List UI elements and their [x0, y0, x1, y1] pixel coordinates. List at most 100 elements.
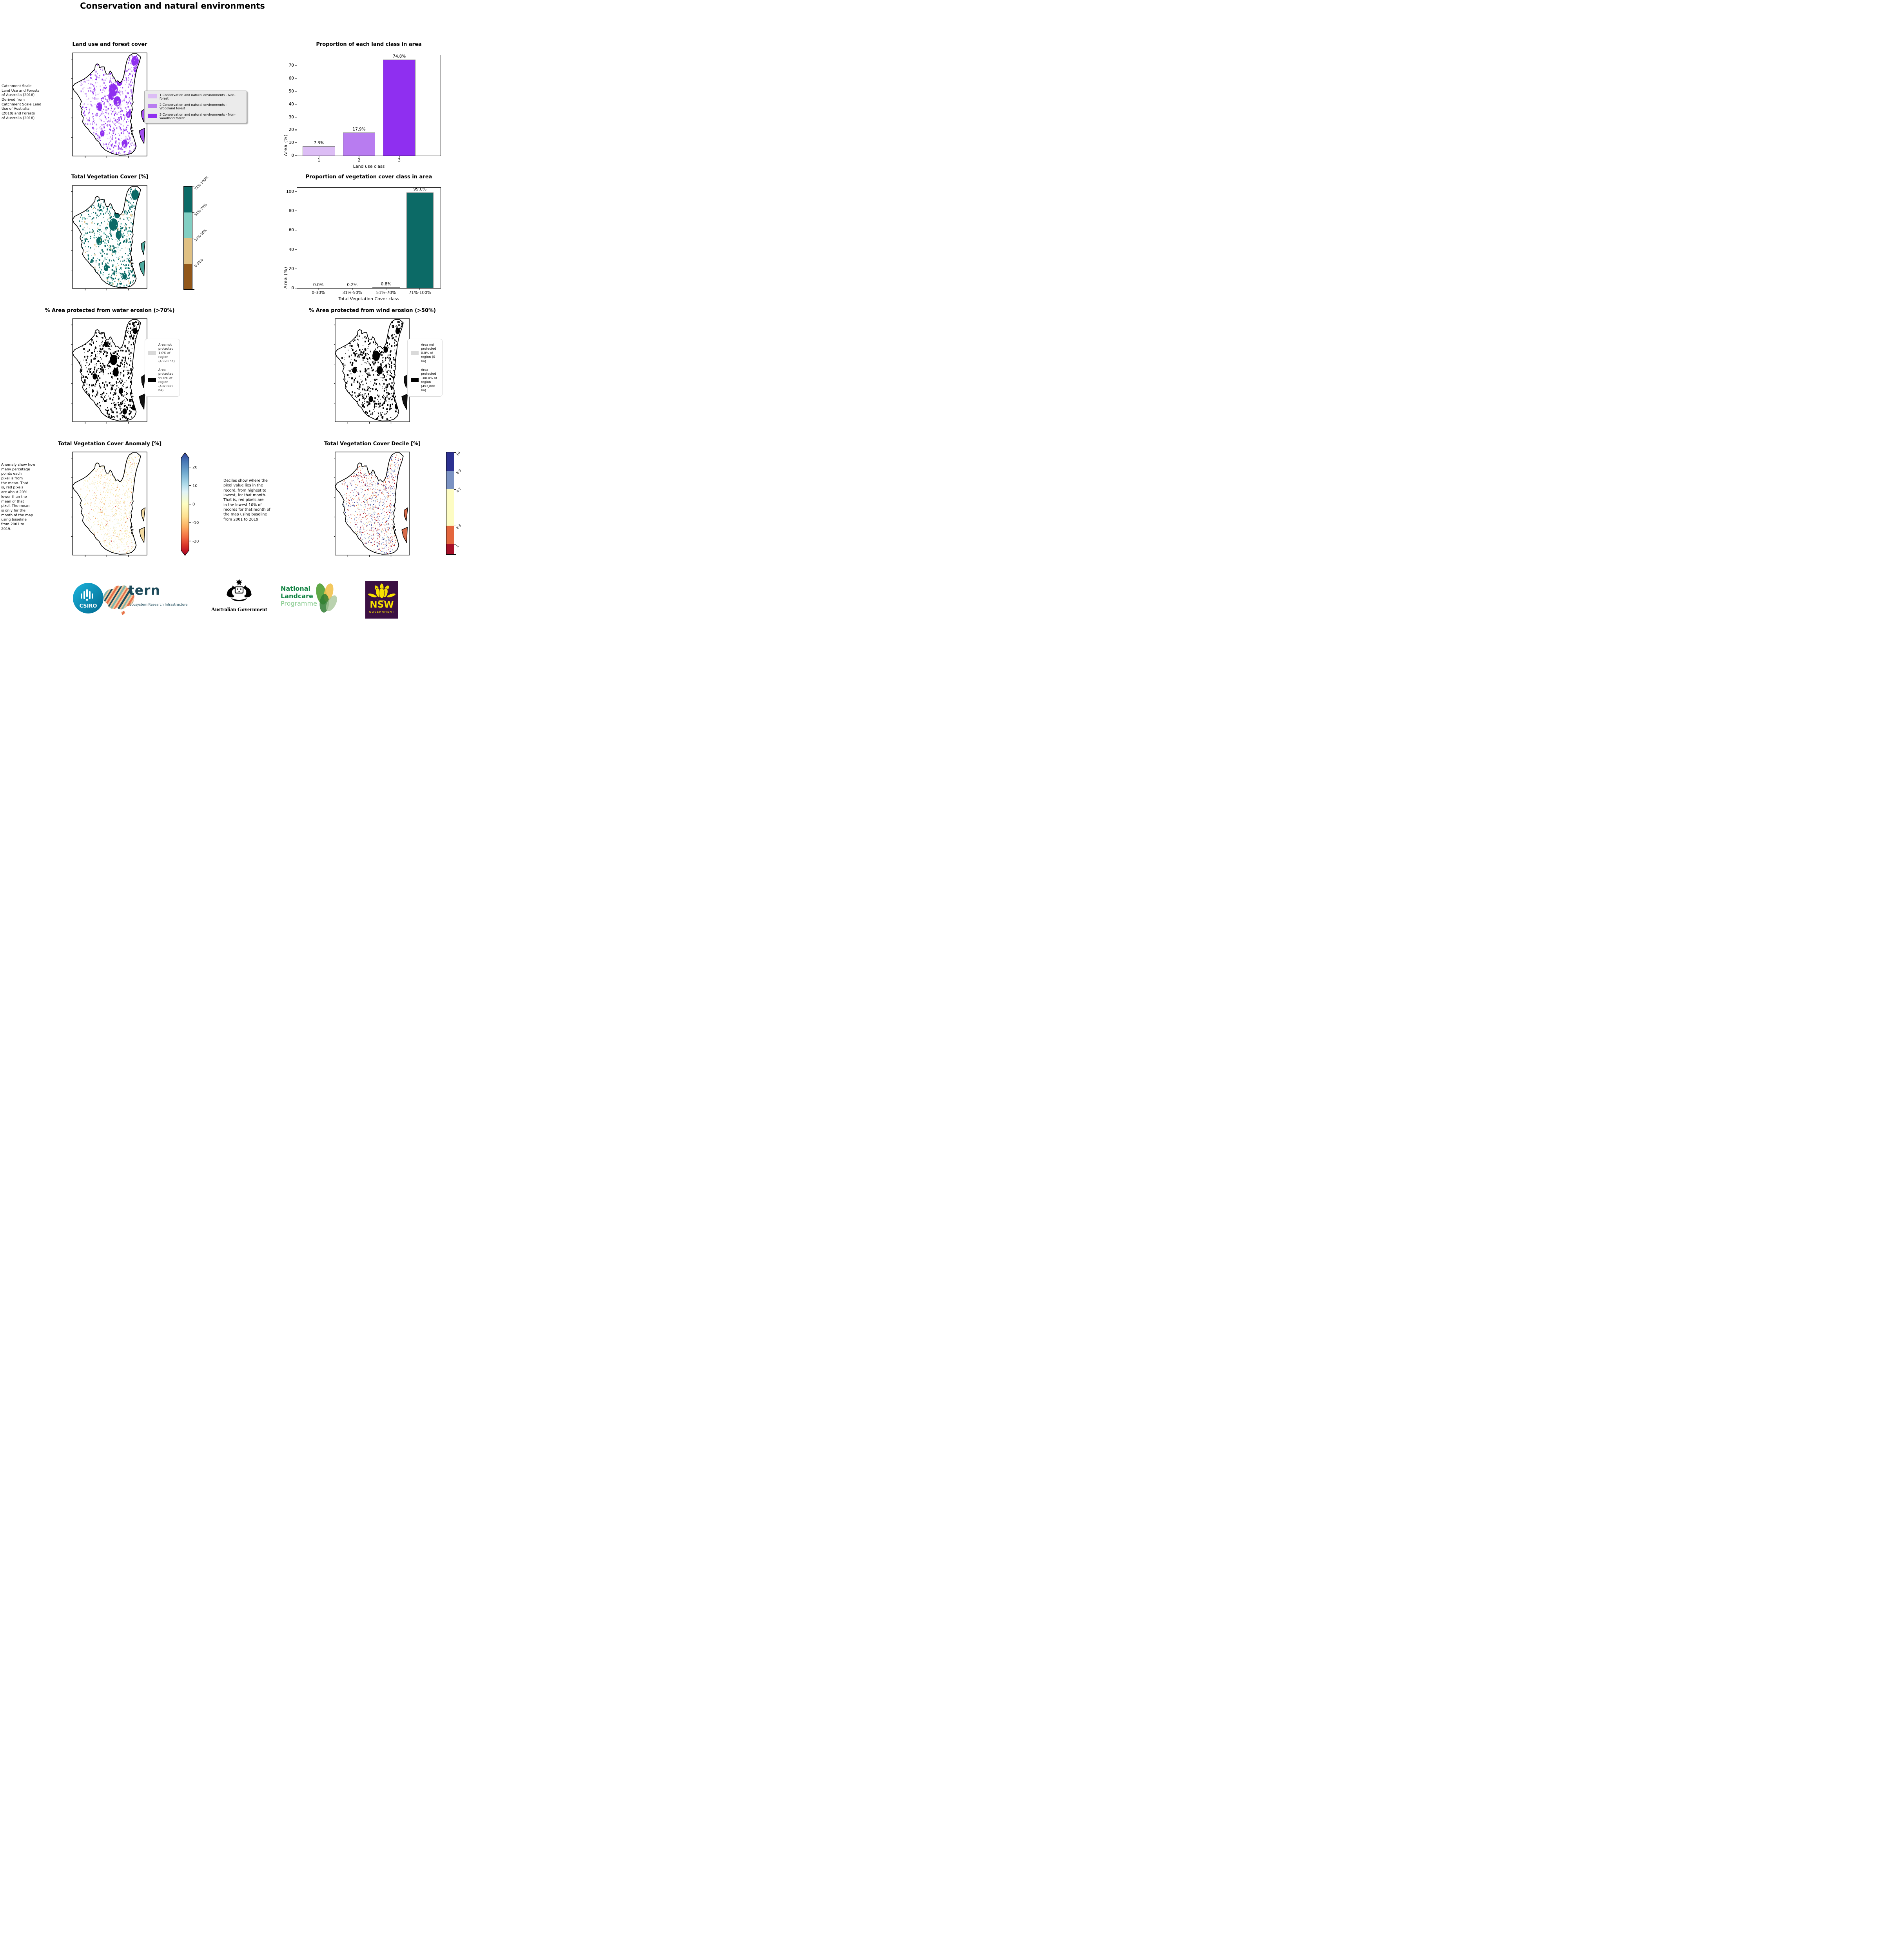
- bar-71%-100%: [406, 192, 434, 288]
- colorbar-label: 10: [455, 451, 462, 457]
- bar-value-label: 74.8%: [392, 54, 406, 59]
- tern-tagline: Ecosystem Research Infrastructure: [129, 603, 188, 607]
- map-title-anomaly: Total Vegetation Cover Anomaly [%]: [58, 441, 162, 447]
- colorbar-segment: [446, 452, 454, 471]
- veg-class-bar-chart: 0 20 40 60 80 100 0.0% 0-30% 0.2% 31%-50% 0.8% 51%-…: [286, 187, 441, 295]
- csiro-soundwave-icon: [81, 589, 93, 601]
- y-tick-label: 20: [288, 127, 294, 132]
- legend-label: 1 Conservation and natural environments …: [160, 93, 236, 101]
- legend-label: 3 Conservation and natural environments …: [160, 113, 236, 120]
- legend-swatch: [411, 351, 419, 355]
- colorbar-label: 31%-50%: [194, 228, 208, 243]
- legend-swatch: [148, 351, 156, 355]
- chart1-x-axis-label: Land use class: [353, 164, 385, 169]
- colorbar-label: 4-7: [455, 487, 463, 494]
- landcare-line-3: Programme: [281, 600, 317, 608]
- legend-item: Area protected 99.0% of region (487,080 …: [148, 368, 176, 392]
- bar-value-label: 99.0%: [413, 187, 426, 192]
- x-tick-label: 0-30%: [312, 290, 325, 295]
- colorbar-label: 2-3: [455, 523, 463, 530]
- map-title-decile: Total Vegetation Cover Decile [%]: [324, 441, 421, 447]
- australian-government-label: Australian Government: [211, 607, 267, 613]
- legend-label: Area not protected 0.0% of region (0 ha): [421, 343, 436, 363]
- tern-wordmark: tern: [128, 583, 160, 598]
- legend-swatch: [148, 94, 157, 98]
- wind-erosion-map: [335, 319, 410, 422]
- colorbar-label: 8-9: [455, 468, 463, 475]
- landcare-leaves-icon: [316, 583, 337, 613]
- colorbar-segment: [184, 212, 192, 238]
- y-tick-label: 10: [288, 140, 294, 145]
- veg-cover-colorbar: 71%-100% 51%-70% 31%-50% 0-30%: [183, 176, 209, 290]
- colorbar-segment: [184, 187, 192, 212]
- report-page: Conservation and natural environments La…: [0, 0, 471, 626]
- x-tick-label: 71%-100%: [408, 290, 431, 295]
- x-tick-label: 51%-70%: [376, 290, 396, 295]
- legend-item: 1 Conservation and natural environments …: [148, 93, 243, 101]
- nsw-government-logo: NSW GOVERNMENT: [365, 581, 398, 619]
- x-tick-label: 31%-50%: [342, 290, 362, 295]
- anomaly-map: [73, 452, 147, 555]
- bar-2: [343, 132, 376, 156]
- decile-map: [335, 452, 410, 555]
- colorbar-label: 0-30%: [194, 258, 204, 269]
- y-tick-label: 70: [288, 63, 294, 68]
- x-tick-label: 3: [398, 158, 401, 163]
- map-title-wind-erosion: % Area protected from wind erosion (>50%…: [309, 308, 436, 314]
- colorbar-label: 71%-100%: [194, 175, 210, 191]
- bar-51%-70%: [372, 287, 400, 288]
- chart2-y-axis-label: Area (%): [283, 267, 288, 289]
- bar-value-label: 0.2%: [347, 282, 357, 287]
- legend-label: Area not protected 1.0% of region (4,920…: [158, 343, 175, 363]
- decile-colorbar: 10 8-9 4-7 2-3 1: [446, 451, 462, 555]
- bar-value-label: 17.9%: [352, 127, 366, 132]
- landcare-line-1: National: [281, 585, 310, 592]
- water-erosion-map: [73, 319, 147, 422]
- chart1-y-axis-label: Area (%): [283, 134, 288, 156]
- bar-value-label: 0.8%: [381, 282, 392, 287]
- anomaly-explainer-note: Anomaly show how many percetage points e…: [1, 463, 36, 531]
- y-tick-label: 80: [288, 209, 294, 214]
- map-title-land-use: Land use and forest cover: [72, 42, 147, 47]
- csiro-wordmark: CSIRO: [79, 603, 97, 609]
- landcare-wordmark: National Landcare Programme: [281, 585, 317, 608]
- y-tick-label: 40: [288, 102, 294, 107]
- y-tick-label: 20: [288, 266, 294, 271]
- legend-swatch: [148, 103, 157, 108]
- colorbar-segment: [184, 238, 192, 264]
- legend-label: 2 Conservation and natural environments …: [160, 103, 227, 111]
- colorbar-label: 51%-70%: [194, 203, 208, 217]
- nsw-wordmark: NSW: [370, 600, 394, 610]
- map-title-water-erosion: % Area protected from water erosion (>70…: [45, 308, 175, 314]
- bar-value-label: 7.3%: [314, 141, 324, 146]
- colorbar-segment: [446, 544, 454, 554]
- bar-value-label: 0.0%: [313, 283, 324, 287]
- legend-item: Area not protected 0.0% of region (0 ha): [411, 343, 439, 363]
- y-tick-label: 0: [291, 153, 294, 158]
- chart-title-land-class: Proportion of each land class in area: [316, 42, 422, 47]
- legend-item: Area protected 100.0% of region (492,000…: [411, 368, 439, 392]
- x-tick-label: 1: [317, 158, 320, 163]
- land-use-source-note: Catchment Scale Land Use and Forests of …: [2, 84, 42, 120]
- land-class-bar-chart: 0 10 20 30 40 50 60 70 7.3% 1 17.9% 2 74.8% 3: [289, 54, 441, 163]
- colorbar-segment: [446, 526, 454, 544]
- legend-swatch: [411, 378, 419, 383]
- legend-item: Area not protected 1.0% of region (4,920…: [148, 343, 176, 363]
- legend-swatch: [148, 378, 156, 383]
- water-erosion-legend: Area not protected 1.0% of region (4,920…: [145, 339, 180, 397]
- y-tick-label: 100: [286, 189, 294, 194]
- y-tick-label: 0: [291, 286, 294, 290]
- bar-1: [303, 146, 335, 156]
- csiro-logo: CSIRO: [73, 583, 103, 613]
- legend-label: Area protected 100.0% of region (492,000…: [421, 368, 437, 392]
- tern-australia-icon: [103, 585, 134, 615]
- chart2-x-axis-label: Total Vegetation Cover class: [338, 296, 399, 301]
- colorbar-segment: [446, 489, 454, 526]
- colorbar-segment: [446, 470, 454, 489]
- wind-erosion-legend: Area not protected 0.0% of region (0 ha)…: [407, 339, 443, 397]
- bar-3: [383, 59, 415, 156]
- legend-item: 3 Conservation and natural environments …: [148, 113, 243, 120]
- x-tick-label: 2: [357, 158, 361, 163]
- y-tick-label: 30: [288, 114, 294, 120]
